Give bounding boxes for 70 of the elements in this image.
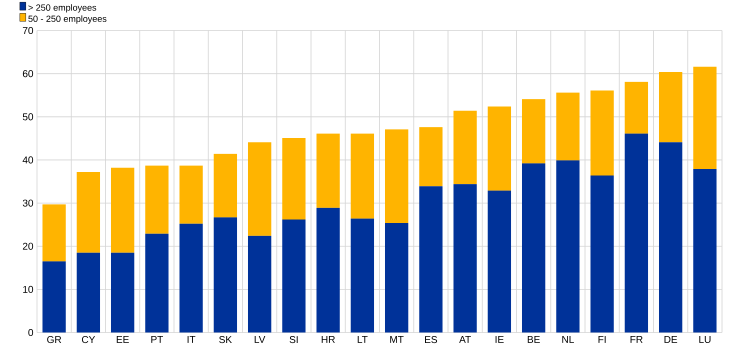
y-tick-label: 50 [22,114,34,121]
x-tick-label: IT [188,336,196,344]
bar [76,252,100,333]
x-tick-label: GR [47,336,62,344]
y-tick-label: 70 [22,27,34,34]
bar [110,168,134,253]
bar [76,172,100,253]
bar [556,160,580,333]
y-tick-label: 20 [22,242,34,250]
x-tick-label: NL [562,336,574,344]
x-tick-label: BE [528,336,540,344]
bar [214,218,238,333]
bar [145,166,169,234]
bar [282,220,306,333]
x-tick-label: ES [425,336,438,344]
bar [522,164,546,333]
y-tick-label: 10 [23,286,34,294]
legend-label: 50 - 250 employees [28,16,106,24]
y-tick-label: 60 [22,70,34,78]
bar [488,106,512,191]
x-tick-label: SK [219,336,232,344]
bar [658,72,682,143]
bar [384,223,408,333]
y-tick-label: 40 [22,156,34,164]
bar [316,208,340,333]
x-tick-label: HR [322,336,335,344]
x-tick-label: MT [390,336,404,344]
x-tick-label: LU [699,336,710,344]
bar [350,218,374,333]
bar [42,204,66,262]
bar [42,262,66,333]
x-tick-label: FR [630,336,643,344]
x-tick-label: LV [254,336,266,344]
bar [179,224,203,333]
y-tick-label: 0 [28,329,34,336]
bar [110,252,134,333]
x-tick-label: EE [116,336,129,344]
bar [384,130,408,224]
bar [556,92,580,161]
x-tick-label: LT [358,336,368,344]
bar [522,99,546,164]
bar [624,134,648,333]
legend-label: > 250 employees [28,4,96,13]
bar [488,190,512,333]
bar [316,134,340,208]
bar [419,127,443,187]
bar [214,154,238,218]
bar [248,236,272,333]
x-tick-label: PT [151,336,164,344]
bar [145,234,169,333]
bar [590,176,614,333]
x-tick-label: CY [82,336,96,344]
bar [419,186,443,333]
bar [658,142,682,333]
x-tick-label: FI [598,336,606,344]
bar [693,169,717,333]
x-tick-label: IE [496,336,504,344]
bar [282,138,306,220]
bar [248,142,272,236]
x-tick-label: SI [290,336,298,344]
bar [453,111,477,184]
bar [350,134,374,219]
bar [453,184,477,333]
x-tick-label: AT [459,336,471,344]
x-tick-label: DE [664,336,678,344]
bar [624,82,648,134]
bar [590,90,614,176]
bar [179,166,203,224]
bar [693,67,717,170]
y-tick-label: 30 [22,200,34,207]
